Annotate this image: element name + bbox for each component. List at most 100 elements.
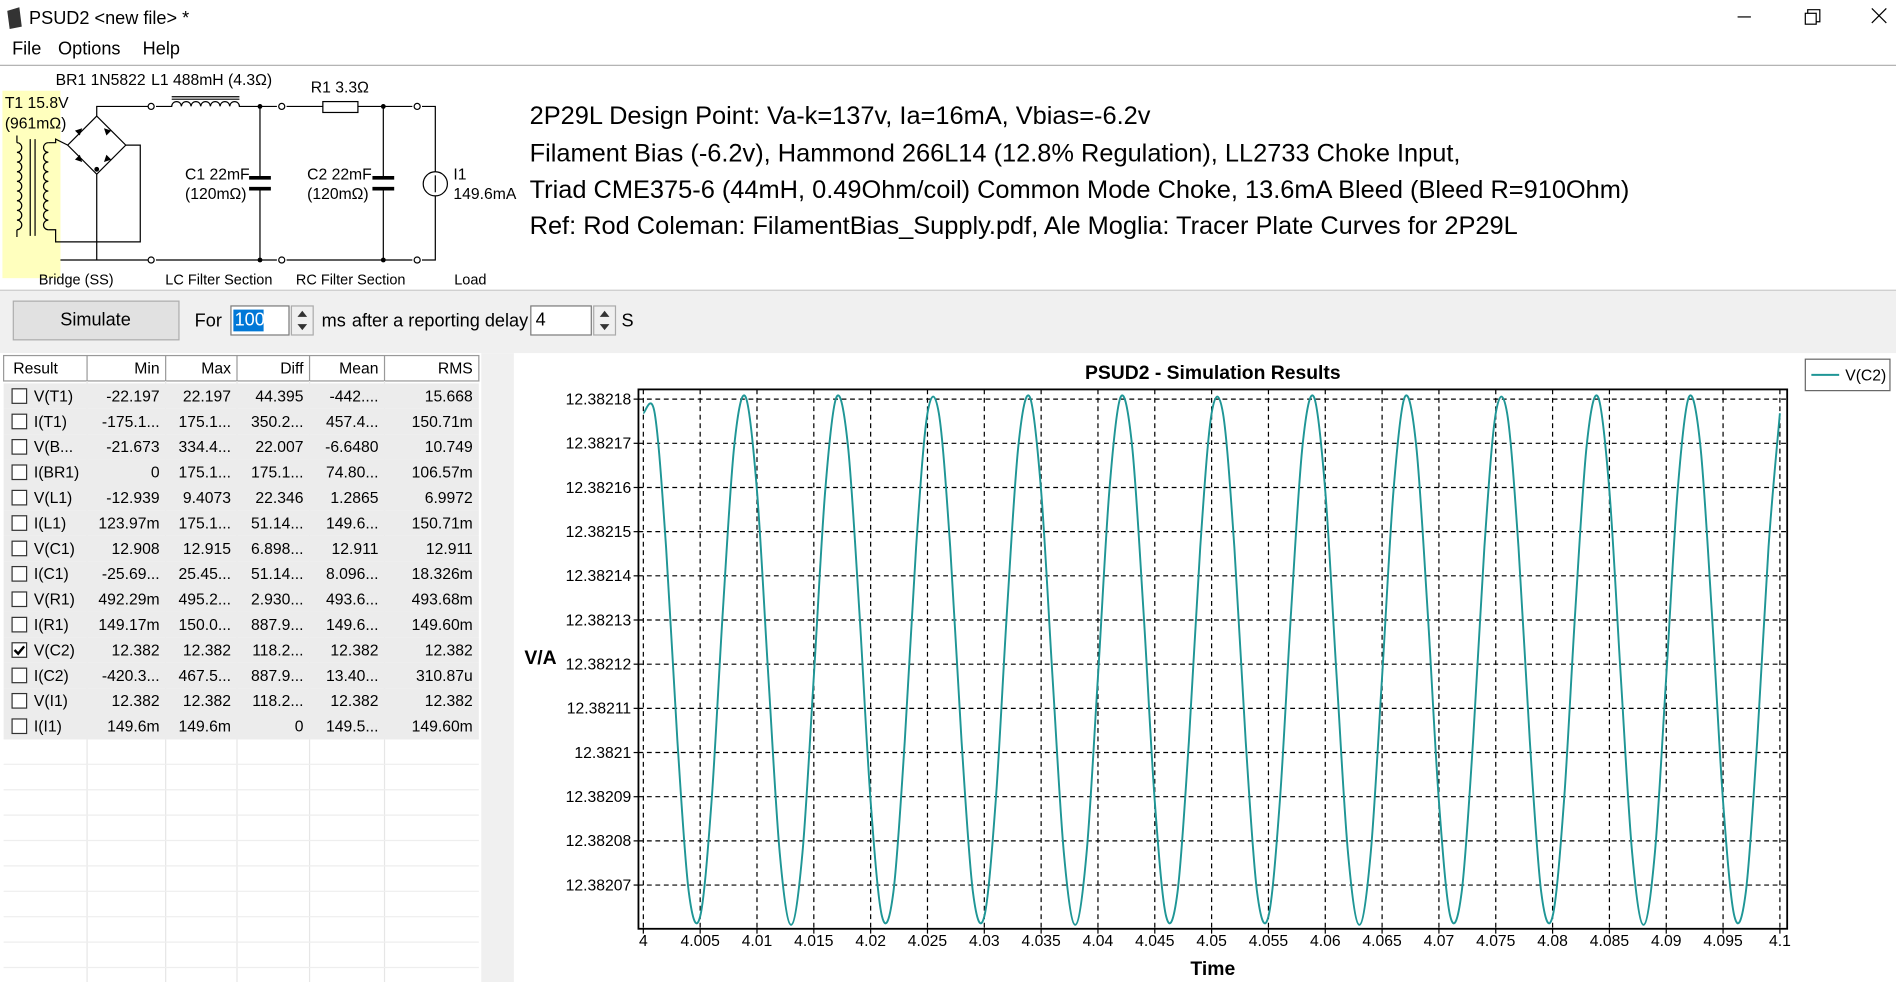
junction (94, 166, 100, 172)
choke (155, 101, 277, 108)
spin-arrows[interactable] (599, 310, 610, 331)
checkbox[interactable] (11, 692, 28, 709)
checkbox[interactable] (11, 464, 28, 481)
table-cell: 13.40... (326, 668, 378, 685)
checkbox[interactable] (11, 616, 28, 633)
column-header: RMS (438, 361, 473, 378)
table-cell: 22.346 (255, 490, 303, 507)
checkbox[interactable] (11, 591, 28, 608)
menu-item[interactable]: Options (58, 38, 120, 58)
app-icon (7, 7, 22, 30)
table-cell: 22.197 (183, 388, 231, 405)
x-tick-label: 4.045 (1135, 933, 1175, 950)
table-cell: 118.2... (252, 693, 303, 710)
y-tick-label: 12.38216 (566, 480, 632, 497)
label: ms (322, 310, 346, 330)
checkbox[interactable] (11, 438, 28, 455)
restore-button[interactable] (1804, 9, 1821, 25)
table-cell: 51.14... (251, 566, 303, 583)
table-row (3, 713, 479, 739)
transformer-core (29, 139, 36, 236)
menu-item[interactable]: File (12, 38, 41, 58)
x-tick-label: 4.055 (1249, 933, 1289, 950)
checkbox[interactable] (11, 718, 28, 735)
table-cell: I(BR1) (34, 465, 79, 482)
description-line: 2P29L Design Point: Va-k=137v, Ia=16mA, … (530, 102, 1151, 130)
y-tick-label: 12.3821 (574, 745, 631, 762)
x-tick-label: 4.005 (680, 933, 720, 950)
table-cell: 123.97m (98, 515, 159, 532)
chart: PSUD2 - Simulation Results V/A Time 12.3820… (513, 353, 1896, 982)
checkbox[interactable] (11, 388, 28, 404)
table-cell: V(T1) (34, 388, 73, 405)
checkbox[interactable] (11, 413, 28, 430)
table-row (3, 383, 479, 409)
spin-button[interactable] (290, 305, 314, 336)
restore-icon[interactable] (1807, 9, 1821, 23)
table-cell: -21.673 (106, 439, 160, 456)
table-cell: 118.2... (252, 642, 303, 659)
checkbox[interactable] (11, 642, 28, 658)
x-tick-label: 4.01 (742, 933, 773, 950)
delay-input[interactable] (530, 305, 592, 336)
spin-button[interactable] (593, 305, 617, 336)
table-cell: 12.382 (112, 642, 160, 659)
table-cell: 12.911 (426, 541, 473, 558)
checkmark[interactable] (13, 645, 26, 656)
capacitor (249, 175, 395, 191)
checkbox[interactable] (11, 540, 28, 557)
menu-item[interactable]: Help (143, 38, 180, 58)
table-cell: 6.9972 (425, 490, 473, 507)
checkbox[interactable] (11, 515, 28, 531)
resistor (322, 100, 359, 114)
table-row (3, 561, 479, 587)
terminal (278, 256, 286, 264)
spin-button[interactable] (593, 305, 617, 336)
table-cell: 44.395 (255, 388, 303, 405)
checkbox[interactable] (11, 667, 28, 684)
component-label: (961mΩ) (5, 116, 67, 133)
section-label: RC Filter Section (296, 272, 406, 288)
table-cell: 12.382 (112, 693, 160, 710)
table-cell: -12.939 (106, 490, 159, 507)
column-header: Diff (280, 361, 304, 378)
table-cell: 22.007 (255, 439, 303, 456)
wire (259, 106, 384, 261)
delay-value[interactable]: 4 (536, 309, 546, 329)
terminal (147, 102, 155, 111)
restore-icon[interactable] (1804, 12, 1817, 25)
x-tick-label: 4.05 (1196, 933, 1227, 950)
simulate-button-label[interactable]: Simulate (60, 309, 131, 329)
spin-arrows[interactable] (297, 310, 308, 331)
table-cell: 149.6... (326, 515, 378, 532)
title-bar (0, 0, 1896, 37)
x-tick-label: 4.025 (908, 933, 948, 950)
checkbox[interactable] (11, 565, 28, 582)
table-cell: 1.2865 (330, 490, 378, 507)
table-row (3, 637, 479, 663)
table-cell: 150.71m (412, 414, 473, 431)
table-cell: 149.6... (326, 617, 378, 634)
x-tick-label: 4.015 (794, 933, 834, 950)
column-header: Result (13, 361, 58, 378)
table-cell: I(C2) (34, 668, 69, 685)
diode (74, 128, 112, 163)
table-cell: 15.668 (425, 388, 473, 405)
table-cell: V(R1) (34, 592, 75, 609)
close-button[interactable] (1871, 8, 1887, 24)
x-tick-label: 4.03 (969, 933, 1000, 950)
table-cell: 12.382 (330, 642, 378, 659)
junction (380, 257, 386, 263)
transformer-primary (16, 142, 23, 231)
spin-button[interactable] (290, 305, 314, 336)
simulate-button[interactable] (12, 300, 180, 341)
terminal (147, 102, 421, 264)
component-label: 149.6mA (453, 186, 516, 203)
x-tick-label: 4.1 (1769, 933, 1791, 950)
checkbox[interactable] (11, 489, 28, 506)
duration-value[interactable]: 100 (235, 309, 265, 329)
table-cell: 493.68m (412, 592, 473, 609)
x-tick-label: 4 (639, 933, 648, 950)
table-row (3, 408, 479, 435)
